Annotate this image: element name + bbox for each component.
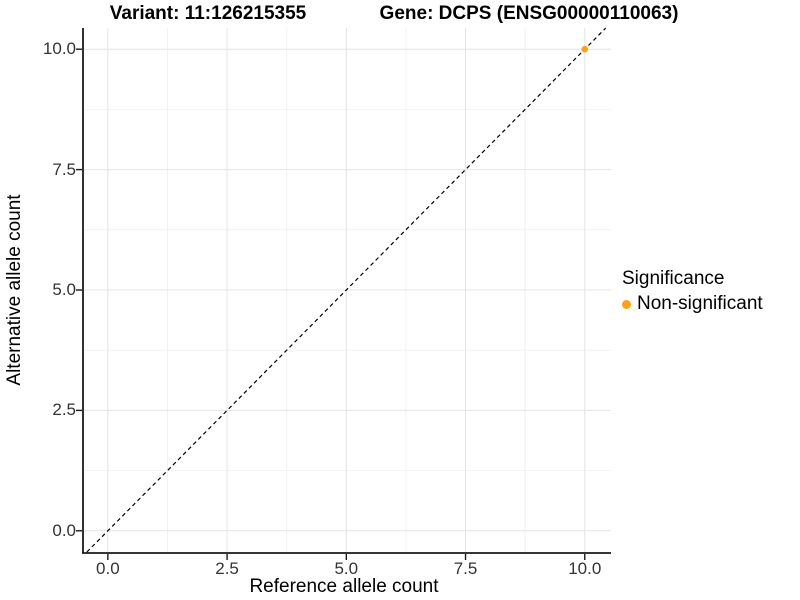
x-tick-label: 0.0	[96, 559, 120, 578]
plot-title-variant: Variant: 11:126215355	[109, 3, 307, 24]
identity-line	[86, 27, 607, 553]
legend-swatch-icon	[622, 299, 631, 309]
y-axis-title: Alternative allele count	[4, 194, 25, 386]
y-tick-label: 10.0	[42, 39, 76, 59]
x-tick-label: 2.5	[215, 559, 239, 578]
x-tick-label: 5.0	[334, 559, 359, 578]
x-tick-label: 7.5	[453, 559, 478, 578]
legend-items: Non-significant	[622, 293, 763, 315]
legend-item: Non-significant	[622, 293, 763, 315]
plot-title-gene: Gene: DCPS (ENSG00000110063)	[379, 3, 679, 24]
y-tick-label: 2.5	[52, 400, 76, 420]
y-tick-label: 5.0	[52, 280, 76, 299]
data-point	[581, 45, 589, 53]
y-tick-label: 7.5	[52, 159, 76, 179]
x-tick-label: 10.0	[568, 559, 602, 578]
y-tick-label: 0.0	[52, 520, 76, 540]
legend-title: Significance	[622, 268, 725, 289]
legend: Significance Non-significant	[622, 268, 763, 315]
x-axis-title: Reference allele count	[249, 576, 439, 597]
legend-item-label: Non-significant	[637, 293, 763, 314]
